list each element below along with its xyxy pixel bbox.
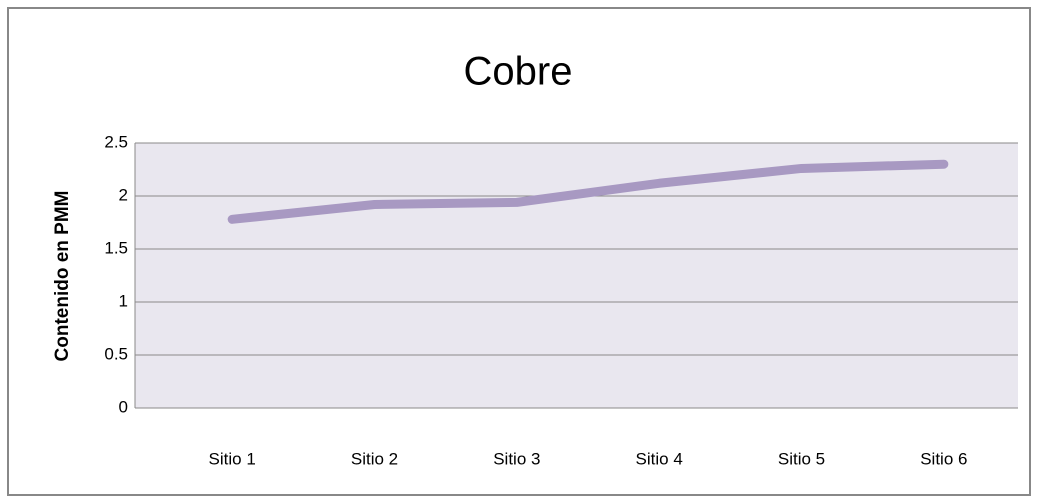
x-tick-label: Sitio 5: [778, 449, 825, 468]
x-tick-label: Sitio 1: [209, 449, 256, 468]
plot-area: [135, 143, 1018, 408]
y-tick-label: 1: [119, 291, 128, 310]
x-tick-label: Sitio 2: [351, 449, 398, 468]
data-line: [227, 159, 949, 224]
y-tick-label: 0.5: [104, 344, 128, 363]
chart-title: Cobre: [464, 50, 573, 94]
x-tick-label: Sitio 4: [636, 449, 683, 468]
y-tick-label: 1.5: [104, 238, 128, 257]
y-tick-label: 0: [119, 397, 128, 416]
y-tick-label: 2.5: [104, 132, 128, 151]
y-axis-label: Contenido en PMM: [52, 191, 73, 362]
x-tick-label: Sitio 6: [920, 449, 967, 468]
y-tick-label: 2: [119, 185, 128, 204]
x-tick-label: Sitio 3: [493, 449, 540, 468]
